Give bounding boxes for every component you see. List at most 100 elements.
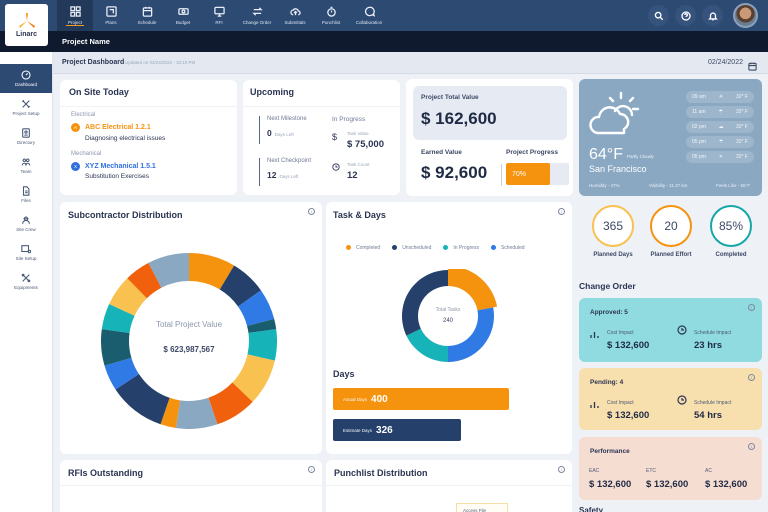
hourly-forecast: 09 am ☀ 32° F 11 am ☂ 32° F 02 pm ☁ 32° F 05 p… bbox=[686, 91, 754, 166]
donut-center-value: 240 bbox=[442, 318, 453, 325]
sidebar-item-label: Equipments bbox=[14, 285, 38, 290]
etc-metric: ETC $ 132,600 bbox=[646, 468, 688, 490]
earned-value-label: Earned Value bbox=[421, 149, 462, 156]
bar-chart-icon bbox=[590, 332, 599, 338]
tab-collaboration[interactable]: Collaboration bbox=[349, 0, 389, 31]
tab-label: Change Order bbox=[242, 20, 272, 25]
info-icon[interactable]: i bbox=[748, 443, 755, 450]
trade-label: Mechanical bbox=[71, 151, 102, 157]
partly-cloudy-icon bbox=[589, 91, 640, 135]
date-picker-button[interactable] bbox=[748, 58, 757, 71]
tab-budget[interactable]: Budget bbox=[165, 0, 201, 31]
next-checkpoint-label: Next Checkpoint bbox=[267, 158, 312, 164]
chart-tooltip: Access File bbox=[456, 503, 508, 512]
subcontractor-badge: X bbox=[71, 162, 80, 171]
notifications-button[interactable] bbox=[702, 5, 723, 26]
tasks-donut-chart[interactable]: Total Tasks 240 bbox=[398, 266, 498, 364]
legend-label: Completed bbox=[356, 245, 381, 251]
forecast-temp: 32° F bbox=[735, 109, 748, 115]
sidebar-item-project-setup[interactable]: Project Setup bbox=[0, 93, 52, 122]
actual-days-bar[interactable]: Actual Days 400 bbox=[333, 388, 509, 410]
equipment-icon bbox=[21, 273, 31, 283]
site-setup-icon bbox=[21, 245, 31, 254]
subcontractor-row[interactable]: A ABC Electrical 1.2.1 bbox=[71, 123, 151, 132]
chat-bubble-icon bbox=[364, 6, 375, 17]
sun-icon: ☀ bbox=[718, 94, 724, 100]
card-title: Task & Days bbox=[333, 210, 386, 220]
info-icon[interactable]: i bbox=[558, 208, 565, 215]
forecast-temp: 32° F bbox=[735, 94, 748, 100]
clock-icon bbox=[332, 163, 340, 171]
date-picker-value[interactable]: 02/24/2022 bbox=[707, 59, 743, 66]
weather-city: San Francisco bbox=[589, 164, 647, 174]
cost-impact-label: Cost Impact bbox=[607, 400, 634, 406]
legend-item-in-progress[interactable]: In Progress bbox=[443, 245, 479, 251]
subcontractor-task: Diagnosing electrical issues bbox=[85, 135, 166, 142]
schedule-impact-value: 23 hrs bbox=[694, 340, 722, 351]
user-avatar[interactable] bbox=[733, 3, 758, 28]
sidebar-item-files[interactable]: Files bbox=[0, 180, 52, 209]
info-icon[interactable]: i bbox=[748, 374, 755, 381]
sun-icon: ☀ bbox=[718, 154, 724, 160]
linarc-logo[interactable]: Linarc bbox=[5, 4, 48, 46]
tab-rfi[interactable]: RFI bbox=[201, 0, 237, 31]
rfis-outstanding-card: RFIs Outstanding i bbox=[60, 460, 322, 512]
search-button[interactable] bbox=[648, 5, 669, 26]
sidebar-item-directory[interactable]: Directory bbox=[0, 122, 52, 151]
tab-change-order[interactable]: Change Order bbox=[237, 0, 277, 31]
legend-dot bbox=[443, 245, 449, 251]
subcontractor-donut-chart[interactable]: Total Project Value $ 623,987,567 bbox=[101, 253, 277, 429]
estimate-days-label: Estimate Days bbox=[343, 427, 373, 433]
etc-value: $ 132,600 bbox=[646, 479, 689, 490]
info-icon[interactable]: i bbox=[308, 466, 315, 473]
budget-icon bbox=[177, 8, 189, 15]
file-icon bbox=[22, 186, 30, 196]
days-heading: Days bbox=[333, 369, 355, 379]
logo-text: Linarc bbox=[15, 31, 37, 38]
sidebar-item-dashboard[interactable]: Dashboard bbox=[0, 64, 52, 93]
safety-heading: Safety bbox=[579, 506, 604, 512]
sidebar-item-equipments[interactable]: Equipments bbox=[0, 267, 52, 296]
legend-item-scheduled[interactable]: Scheduled bbox=[490, 245, 525, 251]
subcontractor-name: ABC Electrical 1.2.1 bbox=[85, 124, 151, 131]
card-title: Subcontractor Distribution bbox=[68, 210, 183, 220]
divider bbox=[326, 485, 572, 486]
tab-punchlist[interactable]: Punchlist bbox=[313, 0, 349, 31]
days-left-label: Days Left bbox=[279, 174, 299, 179]
next-milestone: Next Milestone 0 Days Left bbox=[259, 116, 307, 144]
tab-label: Schedule bbox=[137, 20, 157, 25]
help-button[interactable] bbox=[675, 5, 696, 26]
info-icon[interactable]: i bbox=[558, 466, 565, 473]
forecast-row: 11 am ☂ 32° F bbox=[686, 106, 754, 118]
sidebar-item-site-crew[interactable]: Site Crew bbox=[0, 209, 52, 238]
info-icon[interactable]: i bbox=[748, 304, 755, 311]
subcontractor-row[interactable]: X XYZ Mechanical 1.5.1 bbox=[71, 162, 156, 171]
forecast-row: 09 am ☀ 32° F bbox=[686, 91, 754, 103]
sidebar-item-team[interactable]: Team bbox=[0, 151, 52, 180]
donut-center-label: Total Tasks bbox=[435, 307, 461, 313]
tab-schedule[interactable]: Schedule bbox=[129, 0, 165, 31]
in-progress-label: In Progress bbox=[332, 116, 366, 123]
tab-plans[interactable]: Plans bbox=[93, 0, 129, 31]
swap-arrows-icon bbox=[251, 7, 263, 16]
legend-dot bbox=[392, 245, 398, 251]
info-icon[interactable]: i bbox=[308, 208, 315, 215]
project-name[interactable]: Project Name bbox=[62, 37, 110, 46]
schedule-impact-label: Schedule Impact bbox=[694, 400, 732, 406]
legend-item-unscheduled[interactable]: Unscheduled bbox=[392, 245, 431, 251]
tab-submittals[interactable]: Submittals bbox=[277, 0, 313, 31]
schedule-icon bbox=[142, 6, 152, 17]
forecast-time: 05 pm bbox=[692, 154, 706, 160]
legend-item-completed[interactable]: Completed bbox=[346, 245, 380, 251]
tab-label: Collaboration bbox=[355, 20, 383, 25]
approved-change-orders-card[interactable]: Approved: 5 i Cost Impact $ 132,600 Sche… bbox=[579, 298, 762, 362]
milestone-days: 0 bbox=[267, 128, 272, 138]
sidebar-item-label: Project Setup bbox=[12, 111, 40, 116]
tab-project[interactable]: Project bbox=[57, 0, 93, 31]
sidebar-item-site-setup[interactable]: Site Setup bbox=[0, 238, 52, 267]
estimate-days-bar[interactable]: Estimate Days 326 bbox=[333, 419, 461, 441]
performance-card[interactable]: Performance i EAC $ 132,600 ETC $ 132,60… bbox=[579, 437, 762, 500]
top-nav: Project Plans Schedule Budget RFI Change… bbox=[0, 0, 768, 31]
legend-dot bbox=[490, 245, 496, 251]
pending-change-orders-card[interactable]: Pending: 4 i Cost Impact $ 132,600 Sched… bbox=[579, 368, 762, 430]
